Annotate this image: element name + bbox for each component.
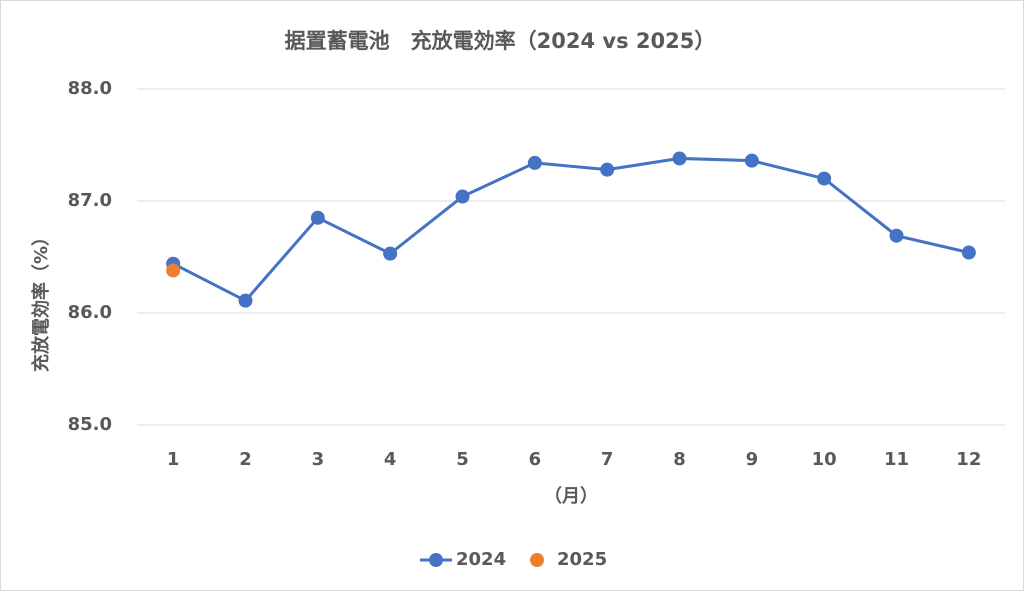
legend-marker [530, 553, 544, 567]
x-tick-label: 5 [456, 449, 469, 470]
x-tick-label: 2 [239, 449, 252, 470]
y-tick-label: 85.0 [68, 414, 112, 435]
x-tick-label: 4 [384, 449, 397, 470]
legend-label: 2024 [456, 549, 506, 570]
x-tick-label: 8 [673, 449, 686, 470]
x-tick-label: 1 [167, 449, 180, 470]
data-point [166, 263, 181, 278]
x-axis-label: （月） [544, 486, 598, 507]
x-tick-label: 9 [746, 449, 759, 470]
data-point [889, 228, 904, 243]
legend-label: 2025 [557, 549, 607, 570]
y-axis-label: 充放電効率（%） [30, 228, 52, 372]
x-tick-label: 12 [956, 449, 981, 470]
y-tick-label: 88.0 [68, 78, 112, 99]
data-point [455, 189, 470, 204]
data-point [383, 246, 398, 261]
y-tick-label: 86.0 [68, 302, 112, 323]
x-tick-label: 6 [529, 449, 542, 470]
series-line [172, 156, 970, 303]
legend-marker [429, 553, 443, 567]
x-tick-label: 10 [812, 449, 837, 470]
data-point [961, 245, 976, 260]
data-point [527, 155, 542, 170]
data-point [238, 293, 253, 308]
y-tick-label: 87.0 [68, 190, 112, 211]
x-tick-label: 11 [884, 449, 909, 470]
data-point [672, 151, 687, 166]
data-point [600, 162, 615, 177]
data-point [310, 210, 325, 225]
data-point [744, 153, 759, 168]
x-tick-label: 3 [312, 449, 325, 470]
data-point [817, 171, 832, 186]
x-tick-label: 7 [601, 449, 614, 470]
chart-title: 据置蓄電池 充放電効率（2024 vs 2025） [285, 29, 716, 53]
